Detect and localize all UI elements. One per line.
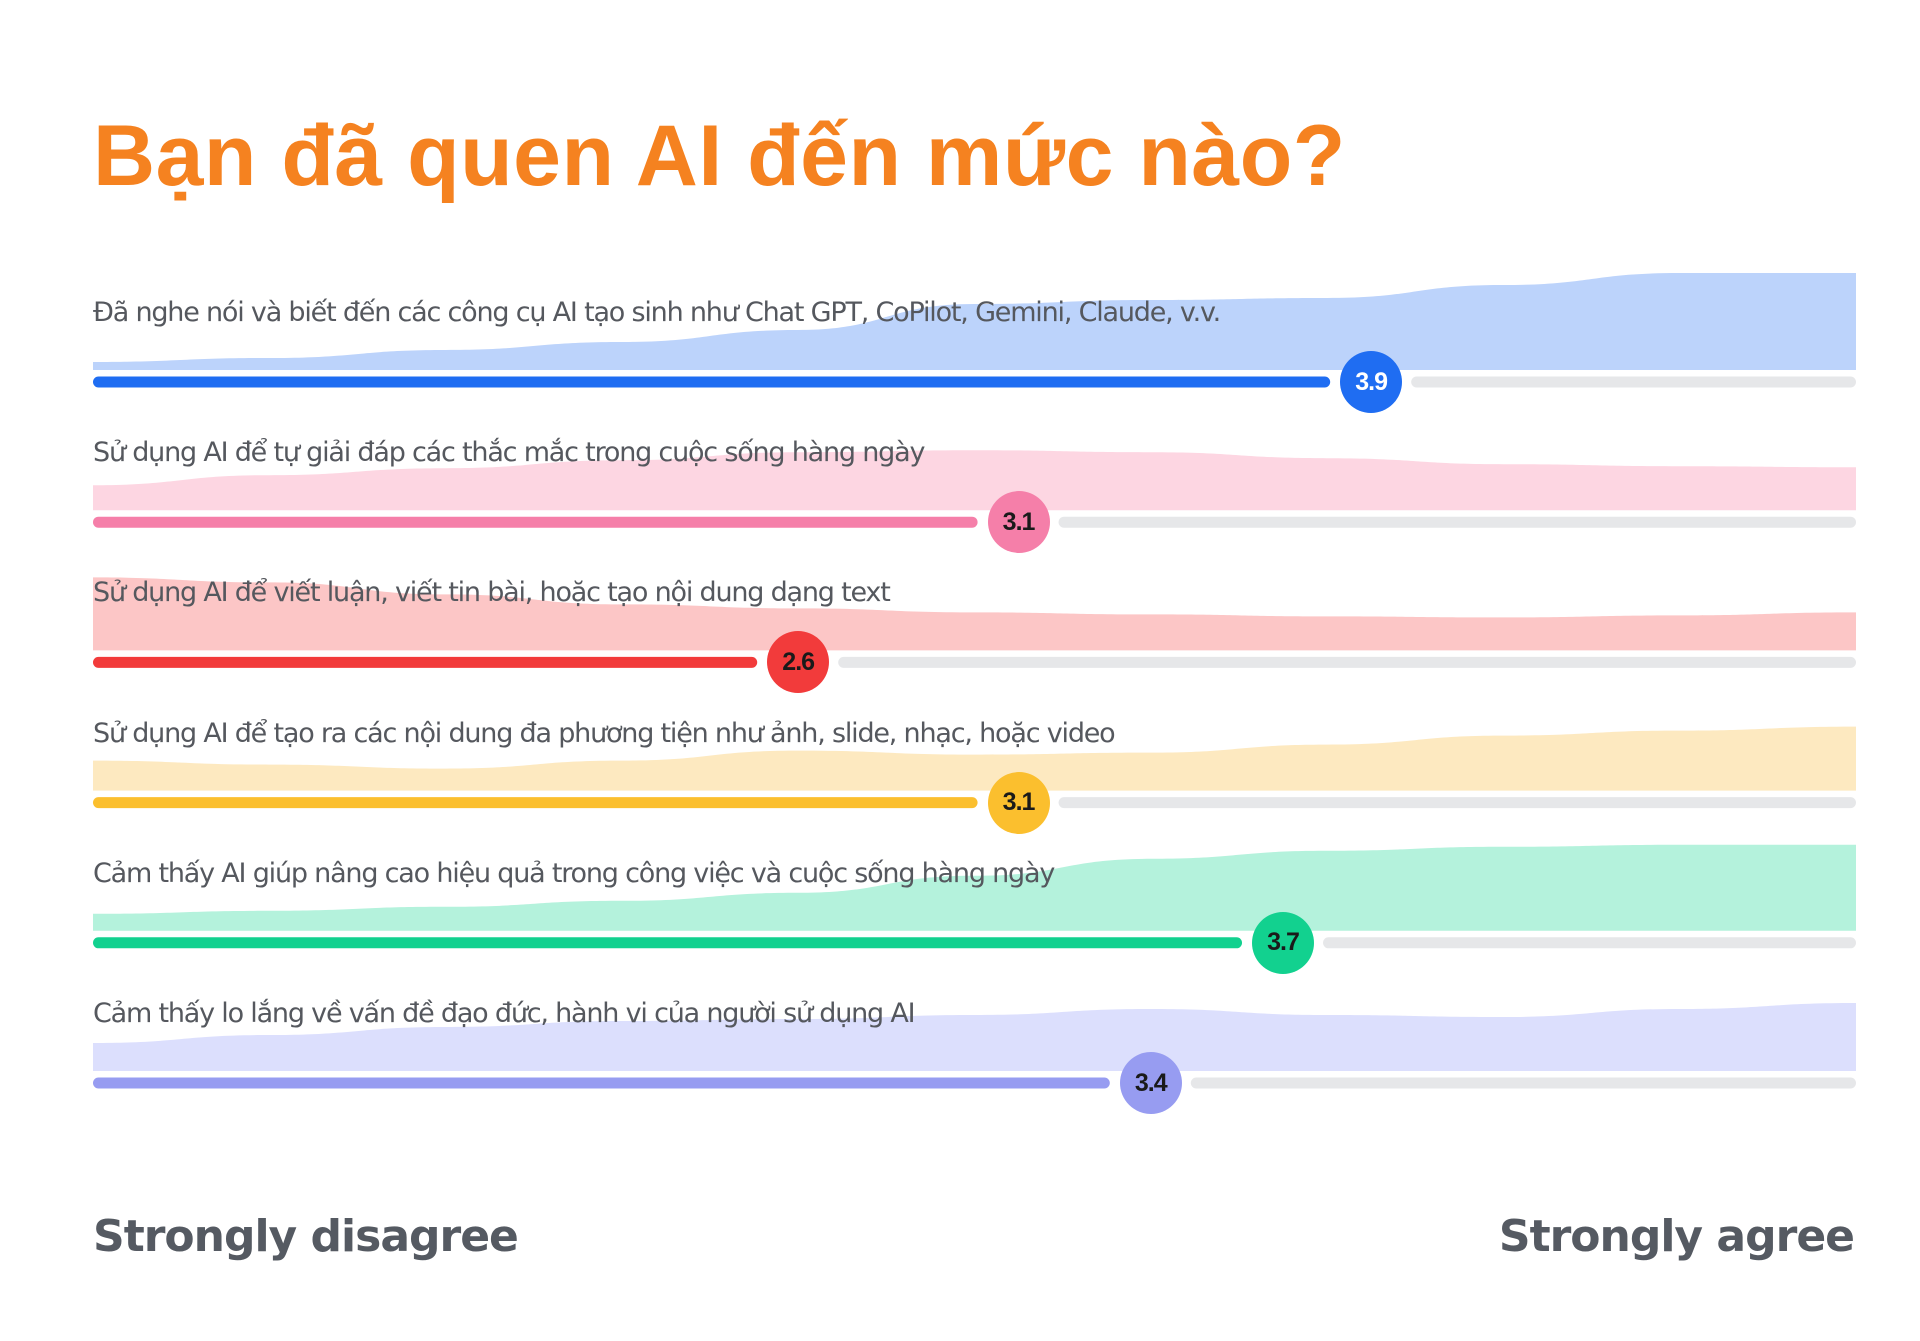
value-bar [93,937,1243,949]
value-bar [93,516,978,528]
value-label: 3.1 [1002,788,1036,817]
distribution-area [93,726,1856,791]
row-label: Cảm thấy lo lắng về vấn đề đạo đức, hành… [93,998,916,1029]
value-bubble: 3.1 [987,491,1050,554]
bar-track [1058,797,1856,809]
value-bar [93,1077,1110,1089]
value-label: 3.4 [1134,1068,1168,1097]
row-label: Đã nghe nói và biết đến các công cụ AI t… [93,297,1221,328]
distribution-area [93,1003,1856,1071]
row-label: Sử dụng AI để viết luận, viết tin bài, h… [93,577,891,609]
value-bubble: 3.9 [1340,351,1403,413]
chart-title: Bạn đã quen AI đến mức nào? [93,108,1346,204]
value-label: 3.1 [1002,507,1036,536]
axis-max-label: Strongly agree [1498,1211,1855,1262]
value-bubble: 3.4 [1119,1052,1182,1114]
bar-track [1411,376,1856,388]
distribution-area [93,844,1856,931]
value-bubble: 3.7 [1252,911,1315,974]
distribution-area [93,577,1856,651]
value-bubble: 3.1 [987,771,1050,834]
bar-track [838,656,1856,668]
bar-track [1323,937,1856,949]
value-bar [93,376,1331,388]
value-bar [93,656,758,668]
value-bar [93,797,978,809]
bar-track [1058,516,1856,528]
axis-min-label: Strongly disagree [93,1211,519,1262]
value-label: 3.7 [1267,928,1300,957]
value-label: 2.6 [782,647,815,676]
distribution-area [93,450,1856,511]
value-label: 3.9 [1355,367,1388,396]
row-label: Sử dụng AI để tự giải đáp các thắc mắc t… [93,437,925,469]
row-label: Cảm thấy AI giúp nâng cao hiệu quả trong… [93,857,1055,889]
value-bubble: 2.6 [767,631,830,694]
row-label: Sử dụng AI để tạo ra các nội dung đa phư… [93,717,1116,749]
bar-track [1190,1077,1856,1089]
distribution-area [93,273,1856,370]
